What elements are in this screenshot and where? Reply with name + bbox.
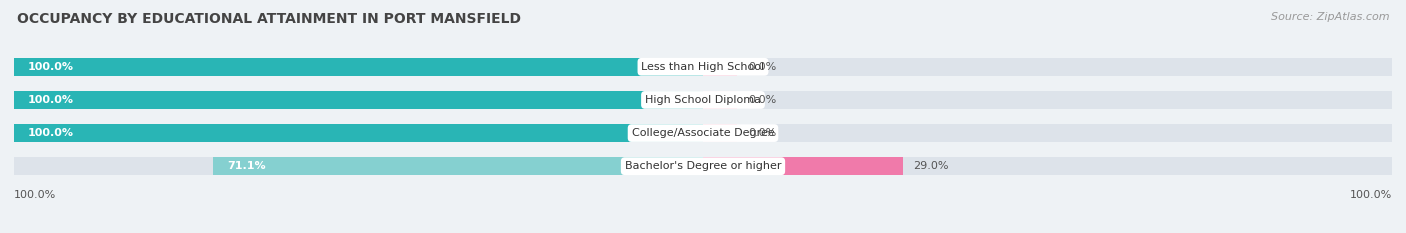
Text: 100.0%: 100.0% — [1350, 190, 1392, 200]
Text: Less than High School: Less than High School — [641, 62, 765, 72]
Text: 100.0%: 100.0% — [28, 95, 75, 105]
Text: Bachelor's Degree or higher: Bachelor's Degree or higher — [624, 161, 782, 171]
Bar — [703, 124, 1392, 142]
Bar — [703, 157, 903, 175]
Bar — [14, 58, 703, 76]
Bar — [14, 124, 703, 142]
Text: 100.0%: 100.0% — [28, 128, 75, 138]
Text: OCCUPANCY BY EDUCATIONAL ATTAINMENT IN PORT MANSFIELD: OCCUPANCY BY EDUCATIONAL ATTAINMENT IN P… — [17, 12, 520, 26]
Text: College/Associate Degree: College/Associate Degree — [631, 128, 775, 138]
Bar — [703, 58, 1392, 76]
Text: 71.1%: 71.1% — [226, 161, 266, 171]
Bar — [703, 124, 738, 142]
Bar — [14, 91, 703, 109]
Text: High School Diploma: High School Diploma — [645, 95, 761, 105]
Bar — [703, 58, 738, 76]
Text: 100.0%: 100.0% — [28, 62, 75, 72]
Text: Source: ZipAtlas.com: Source: ZipAtlas.com — [1271, 12, 1389, 22]
Text: 0.0%: 0.0% — [748, 62, 776, 72]
Bar — [703, 91, 1392, 109]
Bar — [703, 157, 1392, 175]
Bar — [14, 157, 703, 175]
Text: 29.0%: 29.0% — [912, 161, 949, 171]
Bar — [14, 58, 703, 76]
Bar — [703, 91, 738, 109]
Bar — [214, 157, 703, 175]
Text: 100.0%: 100.0% — [14, 190, 56, 200]
Bar — [14, 124, 703, 142]
Text: 0.0%: 0.0% — [748, 128, 776, 138]
Text: 0.0%: 0.0% — [748, 95, 776, 105]
Bar — [14, 91, 703, 109]
